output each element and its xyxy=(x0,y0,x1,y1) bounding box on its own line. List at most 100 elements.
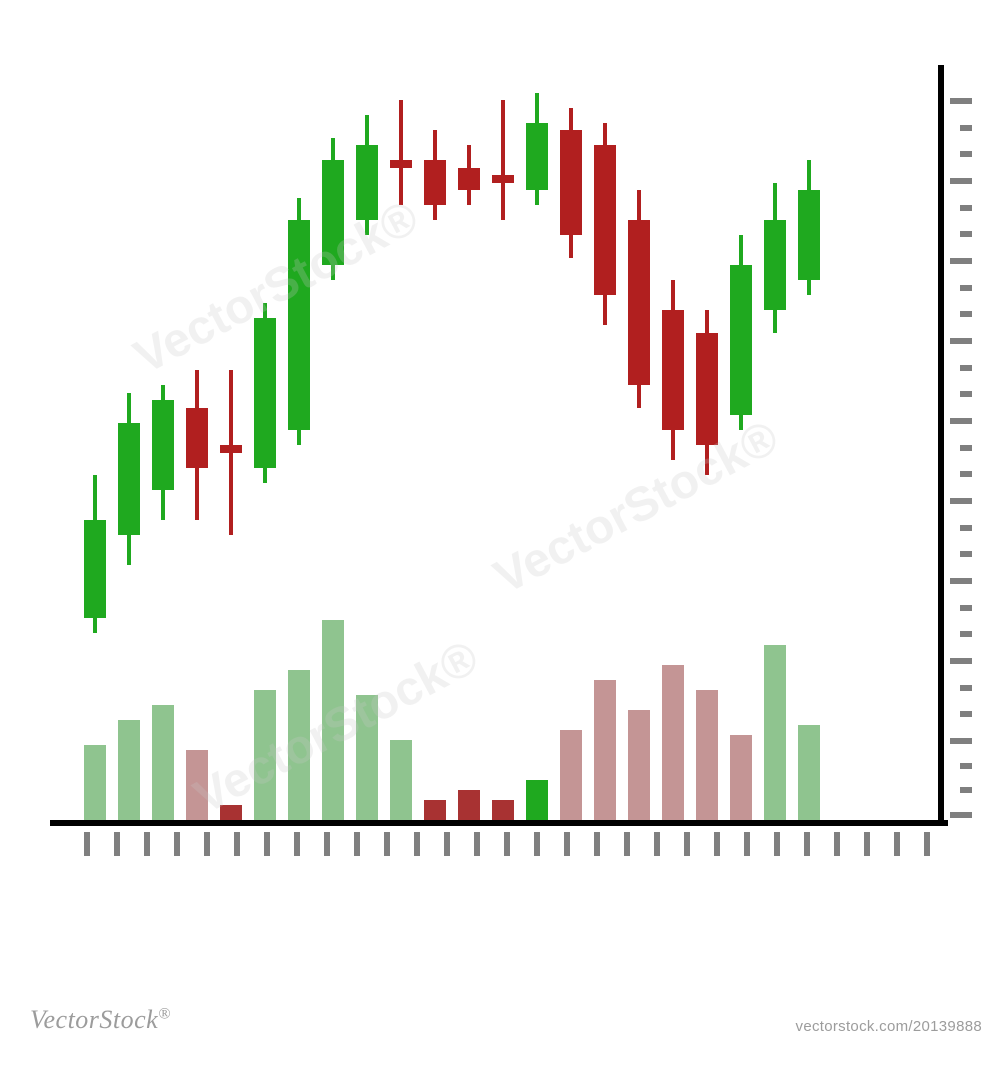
x-tick xyxy=(924,832,930,856)
x-tick xyxy=(414,832,420,856)
x-tick xyxy=(174,832,180,856)
volume-bar xyxy=(526,780,548,820)
candlestick-chart xyxy=(0,0,1000,1080)
x-tick xyxy=(684,832,690,856)
y-axis xyxy=(938,65,944,826)
candle-body xyxy=(594,145,616,295)
y-tick-minor xyxy=(960,205,972,211)
candle-body xyxy=(322,160,344,265)
y-tick-minor xyxy=(960,445,972,451)
volume-bar xyxy=(356,695,378,820)
x-tick xyxy=(204,832,210,856)
x-tick xyxy=(714,832,720,856)
x-tick xyxy=(504,832,510,856)
y-tick-major xyxy=(950,578,972,584)
candle-body xyxy=(356,145,378,220)
volume-bar xyxy=(118,720,140,820)
candle-body xyxy=(662,310,684,430)
volume-bar xyxy=(186,750,208,820)
volume-bar xyxy=(288,670,310,820)
y-tick-minor xyxy=(960,685,972,691)
volume-bar xyxy=(390,740,412,820)
volume-bar xyxy=(254,690,276,820)
candle-body xyxy=(152,400,174,490)
candle-body xyxy=(730,265,752,415)
y-tick-minor xyxy=(960,125,972,131)
x-tick xyxy=(114,832,120,856)
candle-body xyxy=(696,333,718,446)
image-id-watermark: vectorstock.com/20139888 xyxy=(796,1018,982,1035)
volume-bar xyxy=(798,725,820,820)
y-tick-minor xyxy=(960,365,972,371)
x-tick xyxy=(264,832,270,856)
y-tick-minor xyxy=(960,231,972,237)
x-tick xyxy=(804,832,810,856)
x-tick xyxy=(84,832,90,856)
volume-bar xyxy=(662,665,684,820)
x-tick xyxy=(144,832,150,856)
volume-bar xyxy=(594,680,616,820)
y-tick-major xyxy=(950,418,972,424)
brand-watermark: VectorStock® xyxy=(30,1005,171,1035)
y-tick-major xyxy=(950,498,972,504)
volume-bar xyxy=(628,710,650,820)
volume-bar xyxy=(730,735,752,820)
y-tick-minor xyxy=(960,311,972,317)
volume-bar xyxy=(220,805,242,820)
x-tick xyxy=(294,832,300,856)
volume-bar xyxy=(696,690,718,820)
x-tick xyxy=(654,832,660,856)
y-tick-minor xyxy=(960,471,972,477)
x-tick xyxy=(534,832,540,856)
candle-body xyxy=(628,220,650,385)
candle-body xyxy=(526,123,548,191)
candle-wick xyxy=(399,100,403,205)
x-tick xyxy=(744,832,750,856)
y-tick-minor xyxy=(960,285,972,291)
candle-body xyxy=(798,190,820,280)
x-tick xyxy=(774,832,780,856)
volume-bar xyxy=(84,745,106,820)
candle-body xyxy=(118,423,140,536)
candle-body xyxy=(254,318,276,468)
x-tick xyxy=(384,832,390,856)
y-tick-major xyxy=(950,258,972,264)
y-tick-minor xyxy=(960,711,972,717)
y-tick-major xyxy=(950,178,972,184)
volume-bar xyxy=(424,800,446,820)
x-tick xyxy=(444,832,450,856)
volume-bar xyxy=(560,730,582,820)
y-tick-major xyxy=(950,98,972,104)
x-tick xyxy=(624,832,630,856)
y-tick-minor xyxy=(960,525,972,531)
volume-bar xyxy=(458,790,480,820)
candle-wick xyxy=(229,370,233,535)
candle-body xyxy=(492,175,514,183)
volume-bar xyxy=(322,620,344,820)
x-tick xyxy=(324,832,330,856)
x-axis xyxy=(50,820,948,826)
x-tick xyxy=(234,832,240,856)
y-tick-major xyxy=(950,812,972,818)
candle-body xyxy=(84,520,106,618)
candle-wick xyxy=(501,100,505,220)
candle-body xyxy=(764,220,786,310)
volume-bar xyxy=(764,645,786,820)
y-tick-major xyxy=(950,738,972,744)
x-tick xyxy=(354,832,360,856)
y-tick-minor xyxy=(960,151,972,157)
y-tick-major xyxy=(950,658,972,664)
y-tick-minor xyxy=(960,763,972,769)
candle-body xyxy=(288,220,310,430)
volume-bar xyxy=(492,800,514,820)
x-tick xyxy=(864,832,870,856)
y-tick-minor xyxy=(960,605,972,611)
y-tick-minor xyxy=(960,391,972,397)
x-tick xyxy=(564,832,570,856)
y-tick-minor xyxy=(960,787,972,793)
x-tick xyxy=(834,832,840,856)
volume-bar xyxy=(152,705,174,820)
candle-body xyxy=(424,160,446,205)
candle-body xyxy=(186,408,208,468)
candle-body xyxy=(220,445,242,453)
